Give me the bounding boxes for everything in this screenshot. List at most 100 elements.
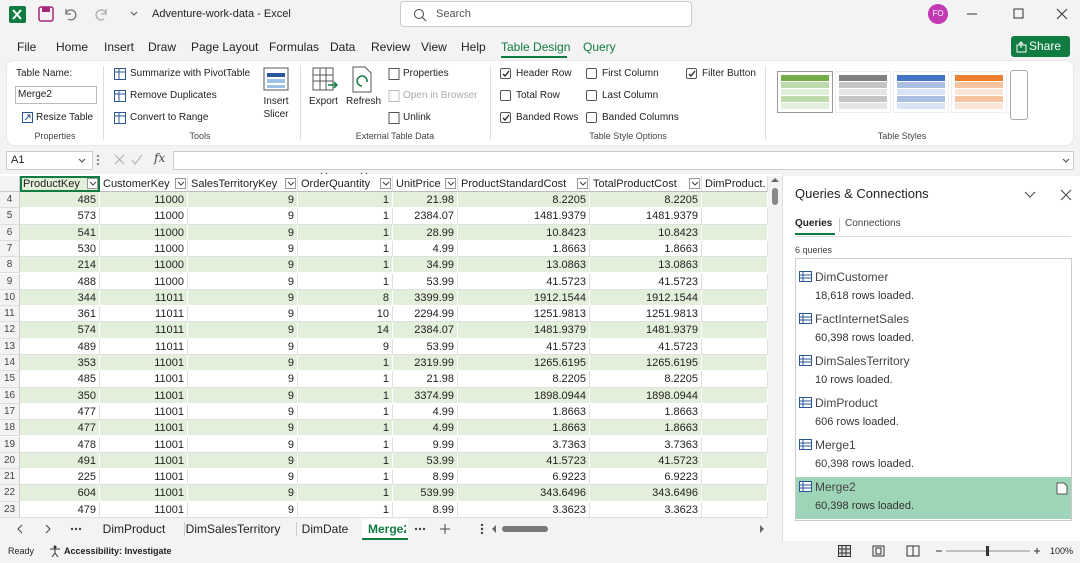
refresh-button[interactable]: Refresh	[346, 96, 382, 107]
cell[interactable]: 1265.6195	[590, 355, 702, 372]
cell[interactable]: 539.99	[393, 485, 458, 502]
menu-tab[interactable]: View	[421, 40, 447, 54]
filter-button[interactable]	[445, 178, 456, 189]
filter-button[interactable]	[87, 178, 98, 189]
cell[interactable]: 21.98	[393, 192, 458, 209]
menu-tab[interactable]: Help	[461, 40, 486, 54]
status-accessibility[interactable]: Accessibility: Investigate	[64, 546, 172, 556]
cell[interactable]: 41.5723	[458, 273, 590, 290]
filter-button[interactable]	[689, 178, 700, 189]
cell[interactable]: 1.8663	[458, 240, 590, 258]
table-style-swatch[interactable]	[951, 71, 1007, 113]
external-button[interactable]: Unlink	[403, 112, 431, 123]
cell[interactable]: 53.99	[393, 273, 458, 290]
cell[interactable]	[702, 355, 768, 372]
cell[interactable]: 1	[298, 208, 393, 225]
cell[interactable]: 11000	[100, 257, 188, 274]
cell[interactable]: 1	[298, 387, 393, 404]
cell[interactable]: 11000	[100, 192, 188, 209]
cell[interactable]: 9.99	[393, 436, 458, 453]
cell[interactable]: 1	[298, 192, 393, 209]
checkbox[interactable]	[586, 68, 597, 79]
cell[interactable]: 11001	[100, 469, 188, 486]
cell[interactable]: 214	[20, 257, 100, 274]
cell[interactable]: 9	[298, 338, 393, 355]
formula-input[interactable]	[173, 151, 1074, 170]
filter-button[interactable]	[285, 178, 296, 189]
cell[interactable]: 478	[20, 436, 100, 453]
cell[interactable]	[702, 403, 768, 421]
cell[interactable]: 9	[188, 289, 298, 307]
cell[interactable]: 21.98	[393, 371, 458, 388]
column-header[interactable]: TotalProductCost	[590, 176, 702, 192]
cell[interactable]: 8.2205	[458, 371, 590, 388]
cell[interactable]: 1.8663	[590, 403, 702, 421]
menu-tab[interactable]: Formulas	[269, 40, 320, 54]
cell[interactable]: 4.99	[393, 420, 458, 437]
cell[interactable]: 477	[20, 403, 100, 421]
cell[interactable]: 489	[20, 338, 100, 355]
cell[interactable]: 11001	[100, 355, 188, 372]
cell[interactable]: 9	[188, 371, 298, 388]
cell[interactable]	[702, 469, 768, 486]
cell[interactable]: 1	[298, 355, 393, 372]
cell[interactable]: 530	[20, 240, 100, 258]
cell[interactable]: 1912.1544	[458, 289, 590, 307]
column-header[interactable]: SalesTerritoryKey	[188, 176, 298, 192]
cell[interactable]: 9	[188, 338, 298, 355]
cell[interactable]: 11001	[100, 387, 188, 404]
cell[interactable]: 41.5723	[590, 338, 702, 355]
cell[interactable]: 9	[188, 387, 298, 404]
cell[interactable]: 8.2205	[590, 371, 702, 388]
cell[interactable]: 8.99	[393, 501, 458, 518]
cell[interactable]: 541	[20, 224, 100, 241]
cell[interactable]: 41.5723	[458, 338, 590, 355]
cell[interactable]: 477	[20, 420, 100, 437]
filter-button[interactable]	[577, 178, 588, 189]
menu-tab[interactable]: Data	[330, 40, 356, 54]
checkbox[interactable]	[500, 112, 511, 123]
cell[interactable]	[702, 452, 768, 470]
cell[interactable]: 1251.9813	[590, 306, 702, 323]
cell[interactable]: 6.9223	[458, 469, 590, 486]
cell[interactable]: 41.5723	[458, 452, 590, 470]
resize-table-button[interactable]: Resize Table	[36, 112, 94, 123]
tool-button[interactable]: Remove Duplicates	[130, 90, 217, 101]
cell[interactable]: 9	[188, 420, 298, 437]
cell[interactable]: 1481.9379	[458, 208, 590, 225]
cell[interactable]: 11000	[100, 224, 188, 241]
cell[interactable]	[702, 371, 768, 388]
cell[interactable]: 11011	[100, 306, 188, 323]
table-styles-more[interactable]	[1010, 70, 1028, 120]
sheet-tab[interactable]: DimSalesTerritory	[178, 519, 288, 540]
menu-tab[interactable]: Review	[371, 40, 411, 54]
cell[interactable]: 1898.0944	[590, 387, 702, 404]
cell[interactable]: 1	[298, 452, 393, 470]
cell[interactable]: 225	[20, 469, 100, 486]
cell[interactable]: 2384.07	[393, 322, 458, 339]
column-header[interactable]: OrderQuantity	[298, 176, 393, 192]
cell[interactable]: 53.99	[393, 338, 458, 355]
cell[interactable]: 3.7363	[458, 436, 590, 453]
menu-tab[interactable]: Draw	[148, 40, 177, 54]
cell[interactable]	[702, 436, 768, 453]
zoom-level[interactable]: 100%	[1050, 546, 1074, 556]
cell[interactable]: 41.5723	[590, 273, 702, 290]
cell[interactable]: 11001	[100, 501, 188, 518]
cell[interactable]: 1251.9813	[458, 306, 590, 323]
checkbox-label[interactable]: Last Column	[602, 90, 659, 101]
cell[interactable]: 1481.9379	[590, 208, 702, 225]
query-item[interactable]: DimProduct 606 rows loaded.	[796, 393, 1071, 435]
export-button[interactable]: Export	[309, 96, 338, 107]
cell[interactable]: 8.2205	[590, 192, 702, 209]
cell[interactable]: 1	[298, 420, 393, 437]
cell[interactable]: 4.99	[393, 403, 458, 421]
cell[interactable]: 13.0863	[458, 257, 590, 274]
menu-tab[interactable]: Page Layout	[191, 40, 259, 54]
cell[interactable]	[702, 273, 768, 290]
share-button[interactable]: Share	[1011, 36, 1070, 57]
cell[interactable]: 343.6496	[458, 485, 590, 502]
query-item[interactable]: FactInternetSales 60,398 rows loaded.	[796, 309, 1071, 351]
cell[interactable]: 9	[188, 192, 298, 209]
cell[interactable]: 14	[298, 322, 393, 339]
